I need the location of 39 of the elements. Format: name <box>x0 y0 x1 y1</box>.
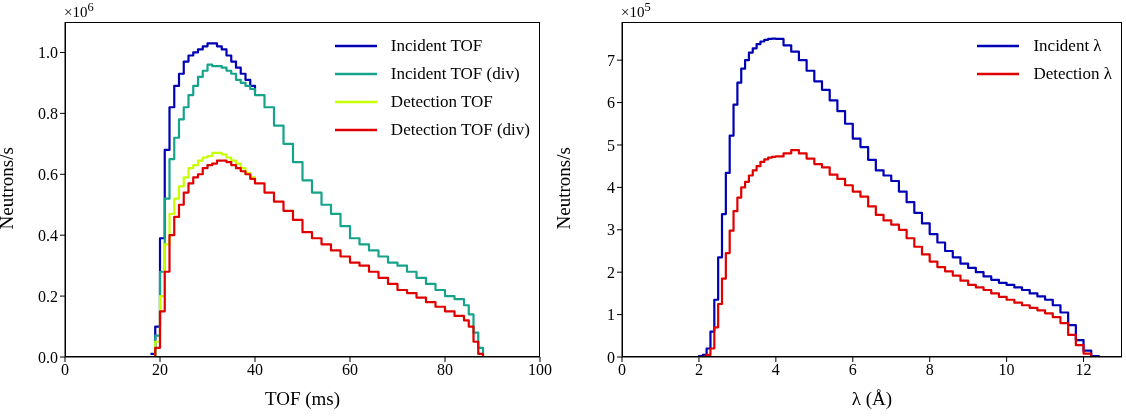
text: ×10$^{6}$ <box>64 0 94 21</box>
y-tick-label: 0 <box>607 348 615 366</box>
x-tick-label: 0 <box>618 361 626 379</box>
y-tick-label: 0.0 <box>38 348 58 366</box>
y-axis-title: Neutrons/s <box>552 147 574 230</box>
legend-label: Detection λ <box>1033 64 1112 84</box>
y-tick-label: 1 <box>607 306 615 324</box>
x-axis-title: λ (Å) <box>851 388 893 410</box>
x-tick-label: 100 <box>528 361 552 379</box>
y-tick-label: 3 <box>607 221 615 239</box>
y-tick-label: 0.8 <box>38 105 58 123</box>
legend-label: Incident TOF (div) <box>390 64 520 84</box>
x-tick-label: 12 <box>1075 361 1092 379</box>
legend-label: Incident TOF <box>390 36 483 56</box>
legend-label: Detection TOF (div) <box>390 120 530 140</box>
x-tick-label: 4 <box>771 361 780 379</box>
x-tick-label: 20 <box>152 361 168 379</box>
y-tick-label: 7 <box>607 51 615 69</box>
y-tick-label: 0.6 <box>38 165 58 183</box>
legend-label: Detection TOF <box>390 92 493 112</box>
y-tick-label: 1.0 <box>38 44 58 62</box>
text: ×10$^{5}$ <box>621 0 651 21</box>
x-axis-title: TOF (ms) <box>264 388 341 410</box>
x-tick-label: 2 <box>694 361 703 379</box>
x-tick-label: 6 <box>848 361 857 379</box>
y-tick-label: 0.2 <box>38 287 58 305</box>
y-tick-label: 6 <box>607 94 615 112</box>
y-axis-title: Neutrons/s <box>0 147 17 230</box>
y-tick-label: 4 <box>607 179 615 197</box>
x-tick-label: 60 <box>342 361 358 379</box>
x-tick-label: 10 <box>998 361 1015 379</box>
x-tick-label: 40 <box>247 361 263 379</box>
x-tick-label: 0 <box>61 361 69 379</box>
x-tick-label: 8 <box>925 361 934 379</box>
y-tick-label: 5 <box>607 136 615 154</box>
x-tick-label: 80 <box>437 361 453 379</box>
y-tick-label: 2 <box>607 263 615 281</box>
legend-label: Incident λ <box>1033 36 1102 56</box>
y-tick-label: 0.4 <box>38 226 58 244</box>
